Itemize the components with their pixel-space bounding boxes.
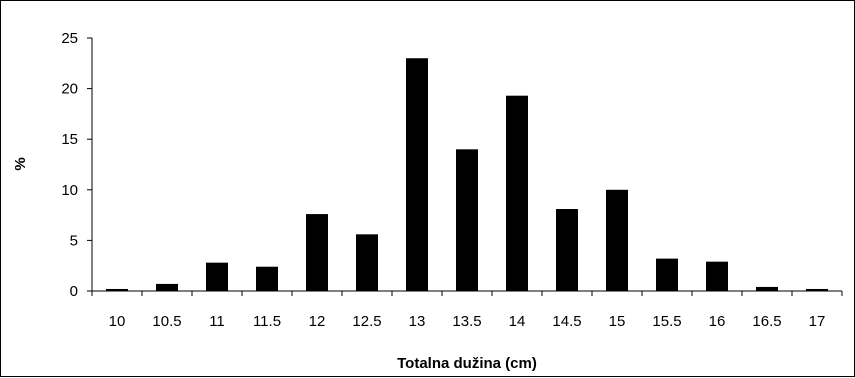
- x-tick-label: 14: [509, 313, 526, 330]
- x-tick-label: 12.5: [352, 313, 381, 330]
- bar: [756, 286, 778, 291]
- x-axis-title: Totalna dužina (cm): [397, 355, 537, 372]
- x-tick-label: 14.5: [552, 313, 581, 330]
- x-tick-label: 17: [809, 313, 826, 330]
- bar: [456, 149, 478, 291]
- x-tick-label: 16: [709, 313, 726, 330]
- x-tick-label: 11.5: [253, 313, 281, 330]
- y-tick-label: 0: [70, 283, 78, 300]
- bar: [606, 189, 628, 291]
- bar: [106, 288, 128, 291]
- bar: [356, 234, 378, 291]
- y-tick-label: 15: [61, 131, 78, 148]
- bar: [556, 209, 578, 291]
- y-tick-label: 10: [61, 182, 78, 199]
- x-tick-label: 10.5: [152, 313, 181, 330]
- x-tick-label: 11: [209, 313, 225, 330]
- x-tick-label: 10: [109, 313, 126, 330]
- x-tick-label: 13: [409, 313, 426, 330]
- bar: [306, 214, 328, 291]
- y-tick-label: 5: [70, 232, 78, 249]
- y-tick-label: 25: [61, 30, 78, 47]
- bars: [106, 58, 828, 292]
- x-axis: 10 10.5 11 11.5 12 12.5 13 13.5 14 14.5 15 15.5 16 16…: [91, 290, 843, 330]
- x-tick-label: 12: [309, 313, 326, 330]
- bar: [256, 266, 278, 291]
- bar: [806, 288, 828, 291]
- y-tick-label: 20: [61, 81, 78, 98]
- x-tick-label: 15: [609, 313, 626, 330]
- bar: [156, 283, 178, 291]
- x-tick-label: 13.5: [452, 313, 481, 330]
- x-tick-label: 16.5: [752, 313, 781, 330]
- bar: [656, 258, 678, 291]
- bar: [506, 95, 528, 292]
- bar: [706, 261, 728, 291]
- bar: [206, 262, 228, 291]
- x-tick-label: 15.5: [652, 313, 681, 330]
- y-axis-title: %: [12, 157, 29, 170]
- bar: [406, 58, 428, 291]
- y-axis: 0 5 10 15 20 25: [61, 30, 93, 300]
